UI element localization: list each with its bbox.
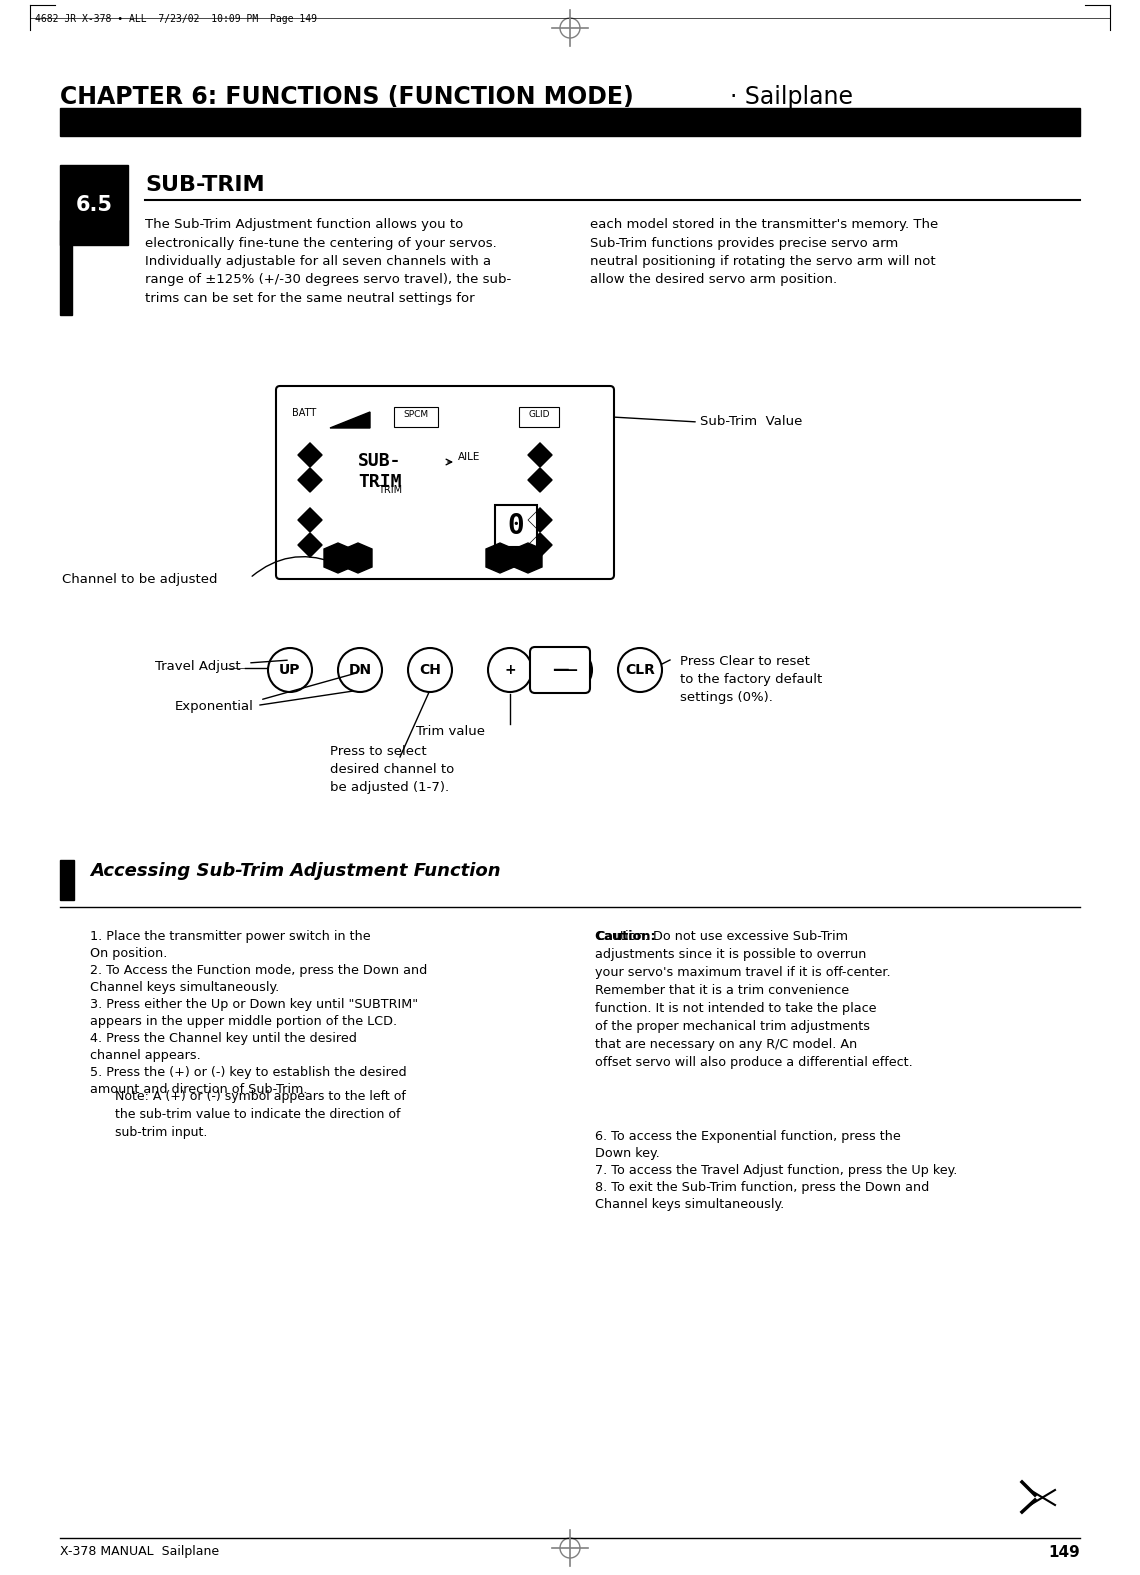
Text: Exponential: Exponential bbox=[176, 699, 254, 713]
Text: 6.5: 6.5 bbox=[75, 195, 113, 216]
Text: Press Clear to reset
to the factory default
settings (0%).: Press Clear to reset to the factory defa… bbox=[679, 655, 822, 704]
Text: 4. Press the Channel key until the desired: 4. Press the Channel key until the desir… bbox=[90, 1032, 357, 1044]
Text: Channel keys simultaneously.: Channel keys simultaneously. bbox=[90, 981, 279, 994]
Text: Travel Adjust: Travel Adjust bbox=[155, 660, 241, 673]
FancyBboxPatch shape bbox=[276, 386, 614, 580]
Text: SUB-
TRIM: SUB- TRIM bbox=[358, 452, 401, 491]
Text: Down key.: Down key. bbox=[595, 1147, 660, 1161]
Polygon shape bbox=[298, 532, 321, 558]
Polygon shape bbox=[298, 468, 321, 491]
Circle shape bbox=[548, 647, 592, 691]
Polygon shape bbox=[528, 509, 552, 532]
Text: Caution:: Caution: bbox=[595, 929, 656, 943]
FancyBboxPatch shape bbox=[530, 647, 591, 693]
Circle shape bbox=[337, 647, 382, 691]
Bar bbox=[60, 165, 128, 246]
Circle shape bbox=[618, 647, 662, 691]
Text: SPCM: SPCM bbox=[404, 410, 429, 419]
Text: · Sailplane: · Sailplane bbox=[730, 85, 853, 109]
Polygon shape bbox=[344, 543, 372, 573]
Text: Channel keys simultaneously.: Channel keys simultaneously. bbox=[595, 1199, 784, 1211]
Circle shape bbox=[268, 647, 312, 691]
Text: 3. Press either the Up or Down key until "SUBTRIM": 3. Press either the Up or Down key until… bbox=[90, 999, 418, 1011]
Polygon shape bbox=[528, 468, 552, 491]
Text: GLID: GLID bbox=[528, 410, 549, 419]
Text: each model stored in the transmitter's memory. The
Sub-Trim functions provides p: each model stored in the transmitter's m… bbox=[591, 217, 938, 287]
Polygon shape bbox=[486, 543, 514, 573]
Text: 4682 JR X-378 • ALL  7/23/02  10:09 PM  Page 149: 4682 JR X-378 • ALL 7/23/02 10:09 PM Pag… bbox=[35, 14, 317, 24]
Text: DN: DN bbox=[349, 663, 372, 677]
Polygon shape bbox=[329, 413, 370, 428]
Text: 1. Place the transmitter power switch in the: 1. Place the transmitter power switch in… bbox=[90, 929, 370, 943]
Text: Channel to be adjusted: Channel to be adjusted bbox=[62, 573, 218, 586]
Polygon shape bbox=[298, 509, 321, 532]
Text: —: — bbox=[563, 663, 577, 677]
Text: UP: UP bbox=[279, 663, 301, 677]
Text: 149: 149 bbox=[1049, 1545, 1080, 1559]
Bar bbox=[60, 860, 74, 899]
Text: 0: 0 bbox=[507, 512, 524, 540]
Text: 8. To exit the Sub-Trim function, press the Down and: 8. To exit the Sub-Trim function, press … bbox=[595, 1181, 929, 1194]
Text: On position.: On position. bbox=[90, 947, 168, 961]
Text: TRIM: TRIM bbox=[378, 485, 402, 495]
Text: X-378 MANUAL  Sailplane: X-378 MANUAL Sailplane bbox=[60, 1545, 219, 1558]
Text: 5. Press the (+) or (-) key to establish the desired: 5. Press the (+) or (-) key to establish… bbox=[90, 1066, 407, 1079]
Text: 6. To access the Exponential function, press the: 6. To access the Exponential function, p… bbox=[595, 1129, 901, 1143]
Text: 2. To Access the Function mode, press the Down and: 2. To Access the Function mode, press th… bbox=[90, 964, 428, 976]
Text: CH: CH bbox=[420, 663, 441, 677]
Text: The Sub-Trim Adjustment function allows you to
electronically fine-tune the cent: The Sub-Trim Adjustment function allows … bbox=[145, 217, 511, 306]
Text: Note: A (+) or (-) symbol appears to the left of
the sub-trim value to indicate : Note: A (+) or (-) symbol appears to the… bbox=[115, 1090, 406, 1139]
Circle shape bbox=[488, 647, 532, 691]
Text: CLR: CLR bbox=[625, 663, 655, 677]
Text: AILE: AILE bbox=[458, 452, 480, 461]
Bar bbox=[60, 221, 72, 315]
Text: Accessing Sub-Trim Adjustment Function: Accessing Sub-Trim Adjustment Function bbox=[90, 862, 500, 880]
Text: appears in the upper middle portion of the LCD.: appears in the upper middle portion of t… bbox=[90, 1014, 397, 1028]
Text: Trim value: Trim value bbox=[415, 724, 484, 739]
Circle shape bbox=[408, 647, 451, 691]
Polygon shape bbox=[298, 443, 321, 468]
Polygon shape bbox=[514, 543, 542, 573]
Bar bbox=[60, 109, 1080, 135]
Text: Sub-Trim  Value: Sub-Trim Value bbox=[700, 414, 803, 428]
Text: 7. To access the Travel Adjust function, press the Up key.: 7. To access the Travel Adjust function,… bbox=[595, 1164, 958, 1177]
Polygon shape bbox=[324, 543, 352, 573]
FancyBboxPatch shape bbox=[519, 406, 559, 427]
Text: +: + bbox=[504, 663, 515, 677]
Polygon shape bbox=[528, 443, 552, 468]
Text: —: — bbox=[552, 662, 569, 679]
Text: CHAPTER 6: FUNCTIONS (FUNCTION MODE): CHAPTER 6: FUNCTIONS (FUNCTION MODE) bbox=[60, 85, 634, 109]
Text: channel appears.: channel appears. bbox=[90, 1049, 201, 1062]
Text: amount and direction of Sub-Trim.: amount and direction of Sub-Trim. bbox=[90, 1084, 308, 1096]
FancyArrowPatch shape bbox=[252, 556, 333, 576]
Text: SUB-TRIM: SUB-TRIM bbox=[145, 175, 264, 195]
Bar bbox=[495, 506, 537, 547]
Text: Caution: Do not use excessive Sub-Trim
adjustments since it is possible to overr: Caution: Do not use excessive Sub-Trim a… bbox=[595, 929, 913, 1069]
FancyBboxPatch shape bbox=[394, 406, 438, 427]
Polygon shape bbox=[528, 532, 552, 558]
Text: BATT: BATT bbox=[292, 408, 316, 417]
Text: Press to select
desired channel to
be adjusted (1-7).: Press to select desired channel to be ad… bbox=[329, 745, 454, 794]
